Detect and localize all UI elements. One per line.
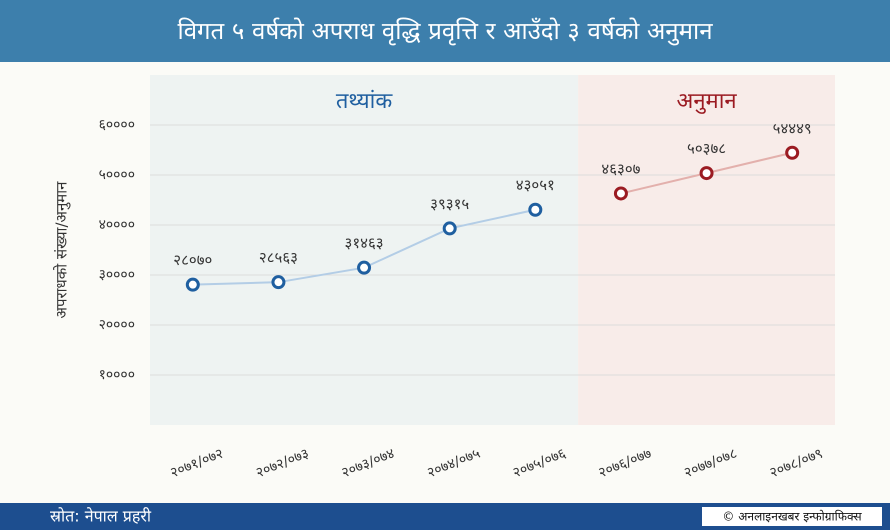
point xyxy=(699,166,714,181)
value-label: ५४४४९ xyxy=(773,119,812,137)
y-tick-label: २०००० xyxy=(99,317,135,333)
title-bar xyxy=(0,0,890,62)
region xyxy=(578,75,835,425)
credit-box xyxy=(702,507,882,526)
y-tick-label: ३०००० xyxy=(99,267,135,283)
point xyxy=(785,145,800,160)
y-tick-label: १०००० xyxy=(99,367,135,383)
point xyxy=(185,277,200,292)
y-tick-label: ६०००० xyxy=(99,117,135,133)
value-label: २८५६३ xyxy=(259,249,298,267)
point xyxy=(442,221,457,236)
source: स्रोत: नेपाल प्रहरी xyxy=(50,507,152,526)
y-tick-label: ५०००० xyxy=(99,167,135,183)
y-tick-label: ४०००० xyxy=(99,217,135,233)
point xyxy=(357,260,372,275)
value-label: ३१४६३ xyxy=(345,234,384,252)
region xyxy=(150,75,579,425)
region-label: अनुमान xyxy=(677,89,738,114)
credit: © अनलाइनखबर इन्फोग्राफिक्स xyxy=(722,510,862,524)
point xyxy=(528,202,543,217)
chart-title: विगत ५ वर्षको अपराध वृद्धि प्रवृत्ति र आ… xyxy=(177,17,713,46)
value-label: ३९३१५ xyxy=(430,195,469,213)
region-label: तथ्यांक xyxy=(336,89,393,114)
value-label: ५०३७८ xyxy=(687,140,726,158)
value-label: ४६३०७ xyxy=(601,160,640,178)
point xyxy=(271,275,286,290)
value-label: २८०७० xyxy=(173,251,212,269)
point xyxy=(613,186,628,201)
value-label: ४३०५१ xyxy=(516,176,555,194)
y-axis-label: अपराधको संख्या/अनुमान xyxy=(53,181,72,319)
